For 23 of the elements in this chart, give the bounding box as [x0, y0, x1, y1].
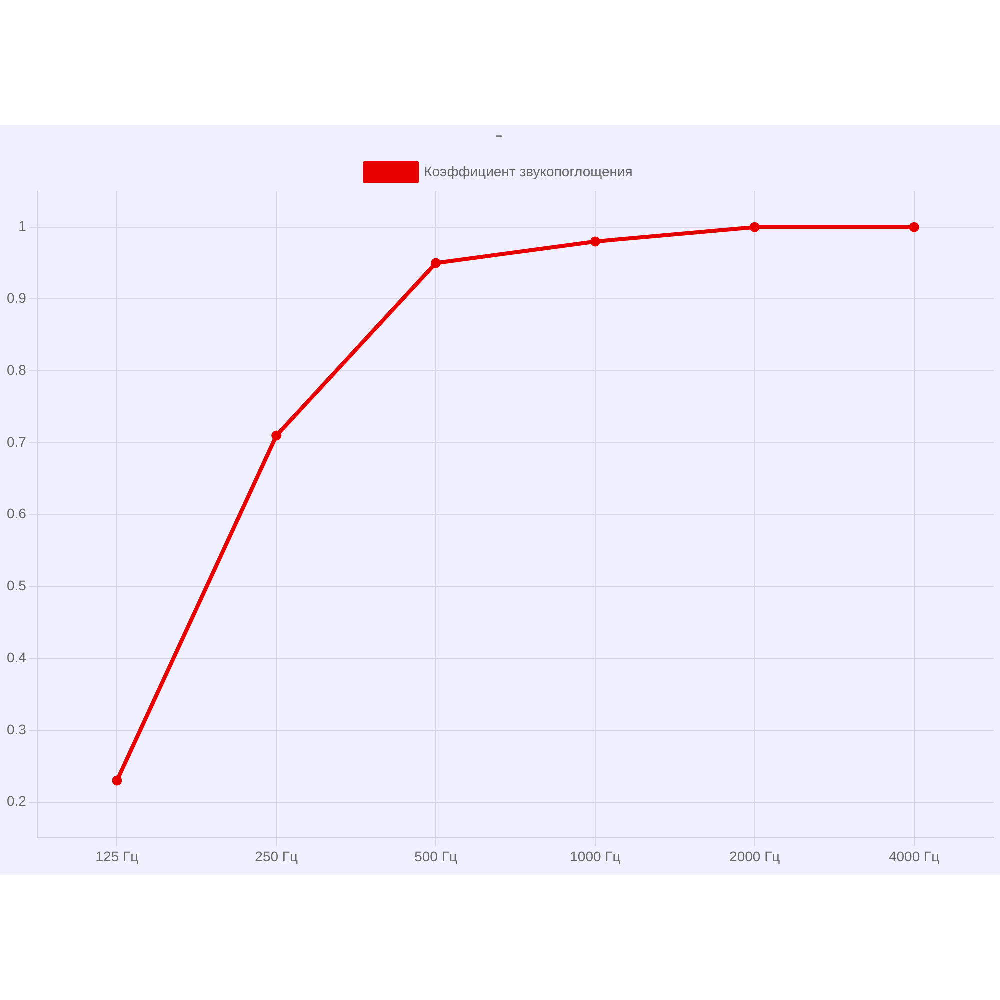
x-tick-label: 500 Гц [414, 848, 458, 864]
x-tick-label: 125 Гц [96, 848, 139, 864]
y-tick-label: 0.5 [6, 578, 27, 594]
point [750, 222, 760, 232]
x-tick-label: 250 Гц [255, 848, 298, 864]
y-tick-label: 0.7 [6, 434, 27, 450]
chart-title: – [496, 128, 503, 143]
y-tick-label: 0.4 [6, 649, 27, 666]
y-tick-label: 0.6 [6, 506, 27, 522]
y-tick-label: 1 [18, 218, 27, 234]
y-tick-label: 0.2 [6, 793, 27, 810]
point [112, 776, 122, 786]
x-tick-label: 1000 Гц [570, 848, 621, 864]
point [590, 236, 600, 247]
legend-label: Коэффициент звукопоглощения [424, 163, 633, 180]
y-tick-label: 0.3 [6, 721, 27, 738]
y-tick-label: 0.9 [6, 290, 27, 306]
point [431, 258, 442, 268]
x-tick-label: 2000 Гц [730, 848, 780, 864]
point [272, 430, 282, 441]
point [909, 222, 920, 232]
y-tick-label: 0.8 [6, 362, 27, 378]
x-tick-label: 4000 Гц [888, 848, 940, 864]
